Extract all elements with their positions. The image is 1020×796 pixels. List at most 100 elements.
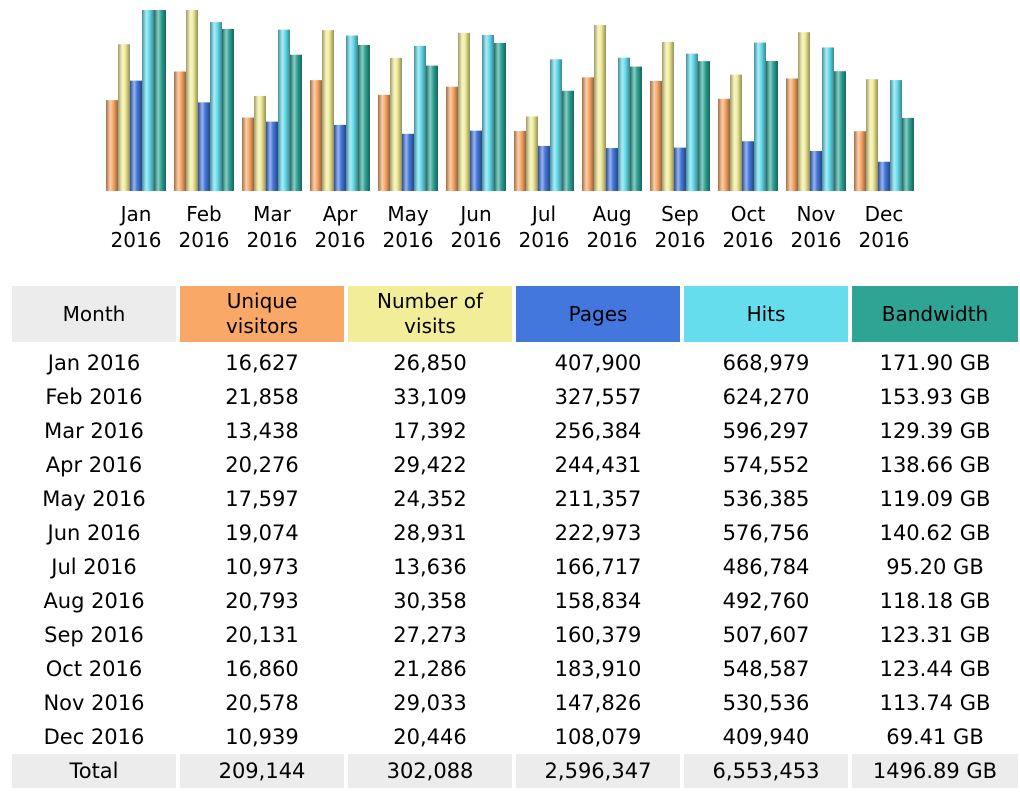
header-month: Month [12, 286, 176, 342]
bar-hits [346, 35, 358, 192]
cell-bandwidth: 95.20 GB [886, 555, 984, 579]
cell-month: Jun 2016 [47, 521, 141, 545]
cell-pages: 244,431 [554, 453, 642, 477]
bar-hits [890, 80, 902, 191]
table-row: Jul 2016 10,973 13,636 166,717 486,784 95.20 … [12, 550, 1018, 584]
cell-pages: 147,826 [554, 691, 642, 715]
cell-visits: 26,850 [393, 351, 467, 375]
bar-hits [278, 29, 290, 192]
x-tick-label-month: May [387, 202, 429, 226]
table-header-row: Month Unique visitors Number of visits P… [12, 286, 1018, 342]
x-tick-label-month: Jan [119, 202, 152, 226]
bar-pages [810, 151, 822, 191]
bar-bandwidth [222, 28, 234, 191]
cell-bandwidth: 113.74 GB [879, 691, 991, 715]
bar-visits [798, 32, 810, 192]
bar-pages [470, 130, 482, 191]
bar-unique-visitors [174, 71, 186, 191]
chart-bars [106, 10, 914, 192]
table-row: Jan 2016 16,627 26,850 407,900 668,979 171.90… [12, 342, 1018, 380]
bar-hits [550, 59, 562, 191]
cell-month: Sep 2016 [44, 623, 144, 647]
bar-visits [458, 32, 470, 191]
table-body: Jan 2016 16,627 26,850 407,900 668,979 171.90… [12, 342, 1018, 754]
header-bandwidth: Bandwidth [852, 286, 1018, 342]
cell-visits: 30,358 [393, 589, 467, 613]
cell-unique-visitors: 16,860 [225, 657, 299, 681]
cell-bandwidth: 171.90 GB [879, 351, 991, 375]
cell-unique-visitors: 20,276 [225, 453, 299, 477]
table-row: Aug 2016 20,793 30,358 158,834 492,760 118.18… [12, 584, 1018, 618]
bar-unique-visitors [446, 86, 458, 191]
cell-hits: 486,784 [722, 555, 810, 579]
bar-bandwidth [562, 90, 574, 191]
total-hits: 6,553,453 [684, 754, 848, 788]
bar-hits [618, 57, 630, 191]
bar-hits [822, 47, 834, 192]
bar-pages [742, 141, 754, 191]
cell-bandwidth: 119.09 GB [879, 487, 991, 511]
cell-hits: 530,536 [722, 691, 810, 715]
bar-pages [198, 102, 210, 191]
bar-unique-visitors [582, 77, 594, 191]
bar-pages [674, 147, 686, 191]
header-unique-visitors: Unique visitors [180, 286, 344, 342]
cell-month: May 2016 [42, 487, 146, 511]
bar-visits [866, 79, 878, 191]
bar-pages [402, 133, 414, 191]
table-row: Sep 2016 20,131 27,273 160,379 507,607 123.31… [12, 618, 1018, 652]
cell-month: Apr 2016 [45, 453, 143, 477]
header-unique-visitors-line1: Unique [226, 289, 298, 313]
cell-visits: 17,392 [393, 419, 467, 443]
bar-hits [482, 34, 494, 192]
cell-hits: 492,760 [722, 589, 810, 613]
cell-month: Aug 2016 [43, 589, 145, 613]
table-row: Mar 2016 13,438 17,392 256,384 596,297 129.39… [12, 414, 1018, 448]
cell-month: Jan 2016 [47, 351, 141, 375]
bar-visits [390, 57, 402, 191]
cell-unique-visitors: 21,858 [225, 385, 299, 409]
bar-bandwidth [426, 65, 438, 191]
cell-bandwidth: 118.18 GB [879, 589, 991, 613]
cell-month: Feb 2016 [45, 385, 143, 409]
cell-unique-visitors: 20,131 [225, 623, 299, 647]
cell-unique-visitors: 17,597 [225, 487, 299, 511]
cell-visits: 29,422 [393, 453, 467, 477]
x-tick-label-year: 2016 [519, 228, 570, 252]
x-tick-label-month: Mar [253, 202, 292, 226]
bar-visits [730, 74, 742, 191]
cell-visits: 29,033 [393, 691, 467, 715]
cell-pages: 183,910 [554, 657, 642, 681]
cell-pages: 222,973 [554, 521, 642, 545]
cell-pages: 256,384 [554, 419, 642, 443]
header-number-of-visits: Number of visits [348, 286, 512, 342]
cell-pages: 211,357 [554, 487, 642, 511]
header-hits: Hits [684, 286, 848, 342]
bar-visits [526, 116, 538, 191]
bar-bandwidth [630, 66, 642, 191]
cell-month: Nov 2016 [43, 691, 145, 715]
bar-visits [118, 44, 130, 192]
cell-visits: 33,109 [393, 385, 467, 409]
bar-bandwidth [902, 117, 914, 191]
cell-unique-visitors: 16,627 [225, 351, 299, 375]
bar-pages [266, 121, 278, 191]
bar-pages [130, 80, 142, 191]
bar-visits [186, 10, 198, 191]
monthly-bar-chart: Jan2016Feb2016Mar2016Apr2016May2016Jun20… [106, 10, 914, 252]
cell-month: Oct 2016 [45, 657, 143, 681]
cell-visits: 24,352 [393, 487, 467, 511]
bar-pages [878, 161, 890, 191]
cell-hits: 507,607 [722, 623, 810, 647]
bar-unique-visitors [378, 94, 390, 191]
cell-bandwidth: 129.39 GB [879, 419, 991, 443]
x-tick-label-year: 2016 [111, 228, 162, 252]
bar-hits [414, 45, 426, 191]
cell-bandwidth: 123.44 GB [879, 657, 991, 681]
cell-bandwidth: 153.93 GB [879, 385, 991, 409]
bar-bandwidth [290, 54, 302, 192]
cell-hits: 576,756 [722, 521, 810, 545]
cell-bandwidth: 140.62 GB [879, 521, 991, 545]
cell-hits: 409,940 [722, 725, 810, 749]
x-tick-label-month: Nov [796, 202, 835, 226]
